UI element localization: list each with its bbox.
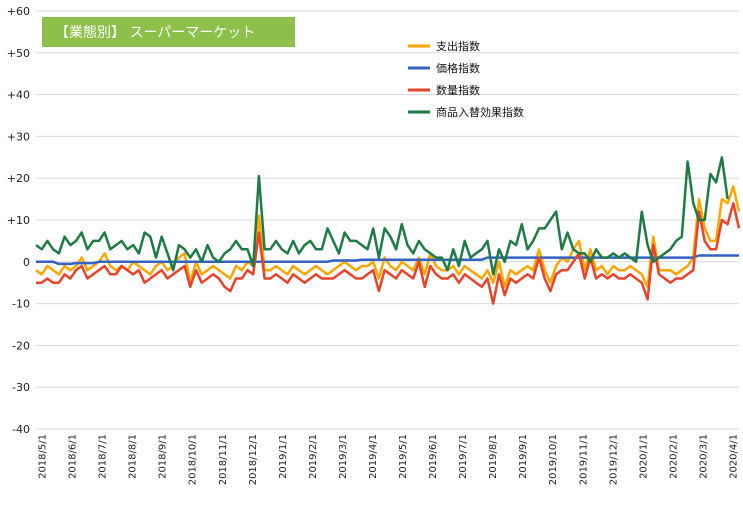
x-tick-label: 2020/4/1 — [729, 434, 740, 479]
x-axis-tick-labels: 2018/5/1 2018/6/1 2018/7/1 2018/8/1 2018/9/1… — [38, 434, 740, 485]
series-line — [35, 156, 729, 276]
x-tick-label: 2018/8/1 — [128, 434, 139, 479]
x-tick-label: 2020/1/1 — [638, 434, 649, 479]
legend-label: 支出指数 — [436, 39, 480, 53]
y-tick-label: +30 — [7, 130, 30, 143]
x-tick-label: 2019/10/1 — [548, 434, 559, 485]
x-tick-label: 2020/2/1 — [668, 434, 679, 479]
y-axis-tick-labels: +60 +50 +40 +30 +20 +10 0 -10 -20 -30 -40 — [7, 5, 30, 436]
x-tick-label: 2019/7/1 — [458, 434, 469, 479]
y-tick-label: -10 — [12, 298, 30, 311]
x-tick-label: 2019/6/1 — [428, 434, 439, 479]
x-tick-label: 2019/3/1 — [338, 434, 349, 479]
chart-title-badge: 【業態別】 スーパーマーケット — [42, 17, 295, 47]
x-tick-label: 2018/6/1 — [68, 434, 79, 479]
series-line — [36, 202, 741, 305]
x-tick-label: 2018/9/1 — [158, 434, 169, 479]
x-tick-label: 2019/4/1 — [368, 434, 379, 479]
y-tick-label: -30 — [12, 381, 30, 394]
x-tick-label: 2018/5/1 — [38, 434, 49, 479]
x-tick-label: 2019/12/1 — [608, 434, 619, 485]
y-tick-label: +10 — [7, 214, 30, 227]
y-tick-label: +20 — [7, 172, 30, 185]
series-line — [35, 185, 741, 289]
y-tick-label: -40 — [12, 423, 30, 436]
x-tick-label: 2018/10/1 — [188, 434, 199, 485]
x-tick-label: 2018/7/1 — [98, 434, 109, 479]
y-tick-label: +50 — [7, 47, 30, 60]
y-tick-label: -20 — [12, 339, 30, 352]
y-tick-label: +40 — [7, 89, 30, 102]
legend-label: 価格指数 — [436, 61, 480, 75]
x-tick-label: 2018/12/1 — [248, 434, 259, 485]
gridlines — [36, 10, 739, 430]
y-tick-label: +60 — [7, 5, 30, 18]
x-tick-label: 2019/8/1 — [488, 434, 499, 479]
series-lines — [35, 156, 741, 305]
x-tick-label: 2018/11/1 — [218, 434, 229, 485]
legend-label: 商品入替効果指数 — [436, 105, 524, 119]
x-tick-label: 2019/11/1 — [578, 434, 589, 485]
legend-label: 数量指数 — [436, 83, 480, 97]
x-tick-label: 2019/2/1 — [308, 434, 319, 479]
chart-title: 【業態別】 スーパーマーケット — [55, 25, 255, 41]
x-tick-label: 2019/9/1 — [518, 434, 529, 479]
x-tick-label: 2020/3/1 — [698, 434, 709, 479]
chart-title-background — [42, 17, 295, 47]
series-line — [36, 254, 739, 266]
y-tick-label: 0 — [23, 256, 30, 269]
x-tick-label: 2019/5/1 — [398, 434, 409, 479]
x-tick-label: 2019/1/1 — [278, 434, 289, 479]
